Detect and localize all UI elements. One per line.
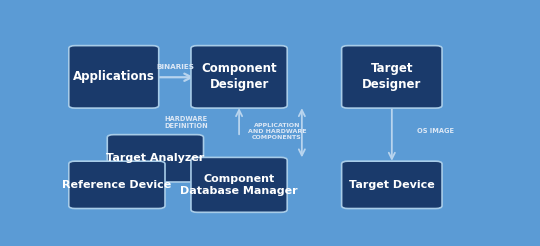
Text: Target
Designer: Target Designer — [362, 62, 422, 91]
Text: HARDWARE
DEFINITION: HARDWARE DEFINITION — [164, 116, 208, 129]
FancyBboxPatch shape — [69, 46, 159, 108]
Text: Component
Designer: Component Designer — [201, 62, 277, 91]
FancyBboxPatch shape — [191, 157, 287, 212]
Text: Applications: Applications — [73, 70, 154, 83]
FancyBboxPatch shape — [107, 135, 204, 182]
FancyBboxPatch shape — [69, 161, 165, 209]
Text: OS IMAGE: OS IMAGE — [417, 128, 454, 134]
Text: Target Analyzer: Target Analyzer — [106, 153, 205, 163]
Text: Component
Database Manager: Component Database Manager — [180, 174, 298, 196]
Text: Target Device: Target Device — [349, 180, 435, 190]
FancyBboxPatch shape — [342, 161, 442, 209]
FancyBboxPatch shape — [342, 46, 442, 108]
FancyBboxPatch shape — [191, 46, 287, 108]
Text: BINARIES: BINARIES — [156, 64, 194, 70]
Text: Reference Device: Reference Device — [62, 180, 172, 190]
Text: APPLICATION
AND HARDWARE
COMPONENTS: APPLICATION AND HARDWARE COMPONENTS — [247, 123, 306, 140]
